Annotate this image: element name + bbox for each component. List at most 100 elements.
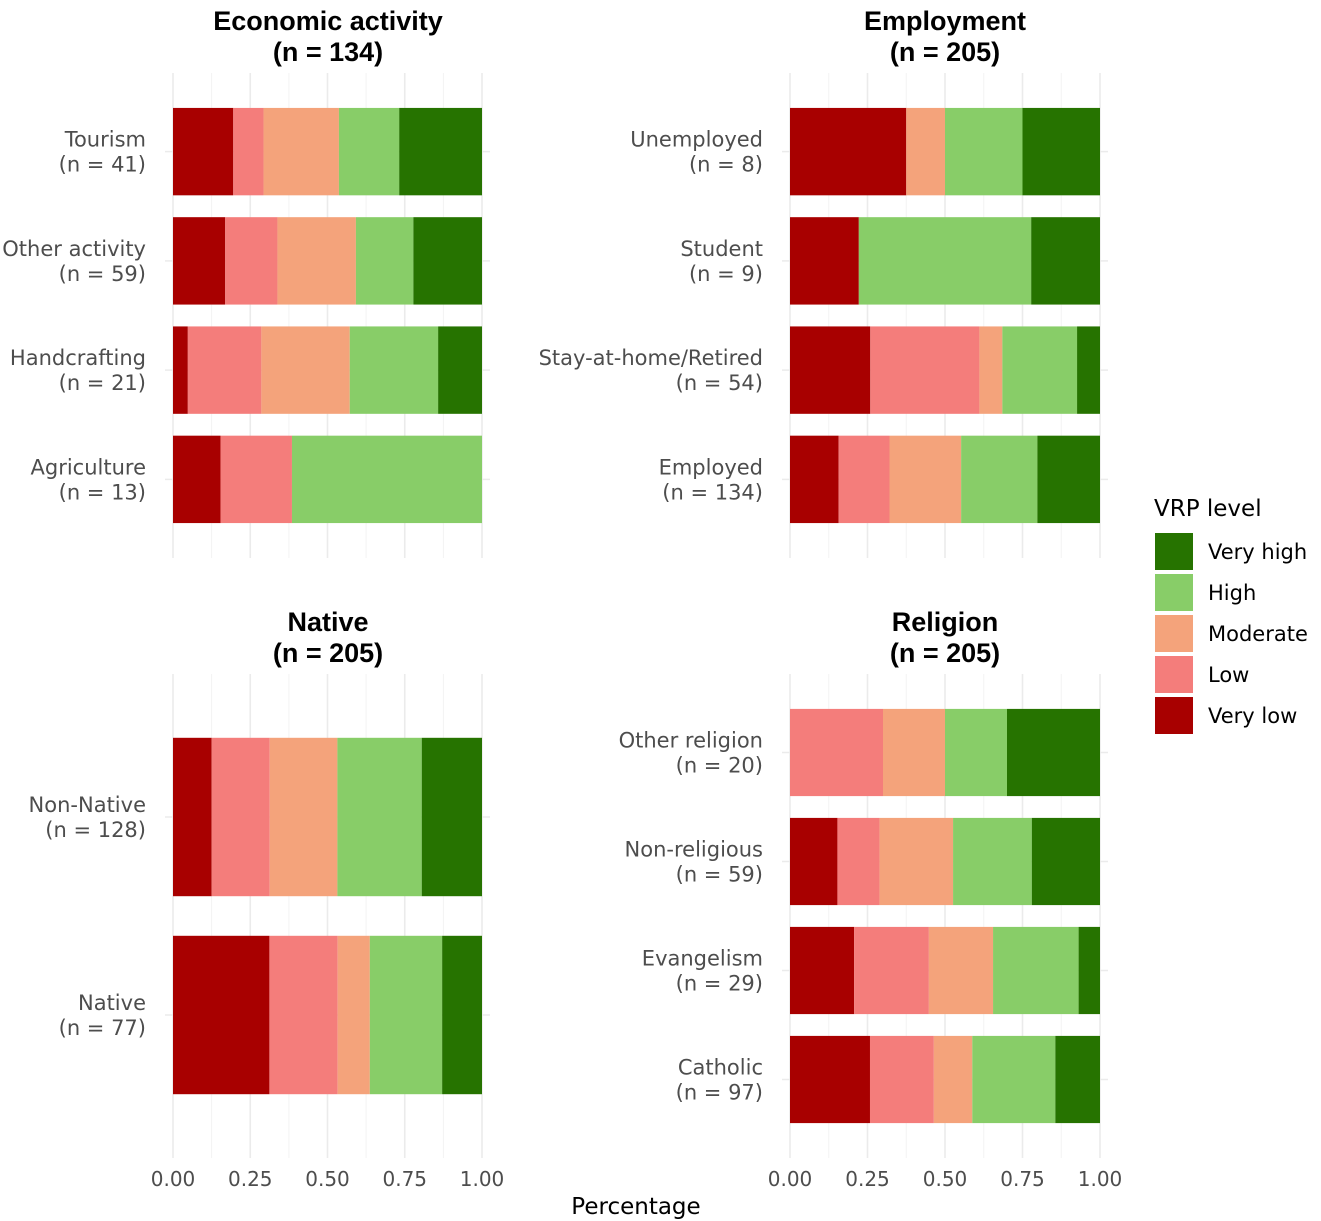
bar-segment-low xyxy=(869,1035,934,1124)
bar-segment-very-high xyxy=(1037,435,1100,524)
bar-segment-low xyxy=(269,935,338,1095)
category-label: Other activity xyxy=(2,237,146,261)
bar-segment-very-high xyxy=(421,737,482,897)
bar-segment-moderate xyxy=(277,217,356,305)
category-count-label: (n = 128) xyxy=(45,818,146,842)
bar-segment-high xyxy=(349,326,439,414)
bar-segment-very-high xyxy=(1031,217,1100,305)
bar-segment-low xyxy=(837,817,880,906)
bar-segment-high xyxy=(972,1035,1056,1124)
bar-segment-low xyxy=(233,107,264,196)
bar-segment-moderate xyxy=(889,435,962,524)
legend-swatch xyxy=(1155,533,1193,570)
bar-row xyxy=(790,708,1100,797)
category-count-label: (n = 59) xyxy=(676,863,763,887)
bar-segment-very-low xyxy=(790,1035,870,1124)
category-label: Tourism xyxy=(64,128,146,152)
category-label: Native xyxy=(78,991,146,1015)
bar-segment-high xyxy=(945,708,1007,797)
bar-segment-high xyxy=(858,217,1032,305)
category-count-label: (n = 9) xyxy=(689,262,763,286)
bar-segment-moderate xyxy=(337,935,370,1095)
bar-segment-low xyxy=(225,217,278,305)
legend-label: Moderate xyxy=(1208,622,1308,646)
bar-segment-very-high xyxy=(1022,107,1100,196)
legend-label: Very low xyxy=(1208,704,1297,728)
bar-segment-very-high xyxy=(1055,1035,1100,1124)
x-tick-label: 1.00 xyxy=(1078,1167,1123,1191)
bar-segment-very-high xyxy=(399,107,482,196)
bar-segment-very-low xyxy=(790,435,839,524)
category-label: Unemployed xyxy=(630,128,763,152)
bar-segment-low xyxy=(838,435,890,524)
bar-segment-very-low xyxy=(173,935,270,1095)
bar-segment-high xyxy=(355,217,414,305)
bar-segment-low xyxy=(187,326,262,414)
x-tick-label: 1.00 xyxy=(460,1167,505,1191)
bar-row xyxy=(790,326,1100,414)
bar-segment-moderate xyxy=(261,326,350,414)
legend-swatch xyxy=(1155,574,1193,611)
bar-segment-high xyxy=(1002,326,1078,414)
legend: VRP level Very high High Moderate Low Very l… xyxy=(1154,496,1308,734)
bar-segment-high xyxy=(961,435,1038,524)
category-count-label: (n = 13) xyxy=(59,480,146,504)
panel-subtitle: (n = 205) xyxy=(890,638,1000,668)
x-tick-label: 0.50 xyxy=(305,1167,350,1191)
category-label: Stay-at-home/Retired xyxy=(539,346,763,370)
bar-segment-very-low xyxy=(790,326,871,414)
bar-segment-low xyxy=(790,708,883,797)
bar-row xyxy=(790,817,1100,906)
bar-row xyxy=(790,926,1100,1015)
legend-swatch xyxy=(1155,615,1193,652)
bar-segment-high xyxy=(337,737,422,897)
bar-segment-very-high xyxy=(442,935,482,1095)
bar-segment-high xyxy=(338,107,400,196)
x-tick-label: 0.25 xyxy=(845,1167,890,1191)
category-label: Employed xyxy=(659,455,763,479)
bar-segment-moderate xyxy=(879,817,954,906)
bar-segment-very-high xyxy=(413,217,482,305)
category-count-label: (n = 20) xyxy=(676,754,763,778)
bar-row xyxy=(790,217,1100,305)
bar-segment-very-low xyxy=(173,326,188,414)
bar-segment-very-high xyxy=(1077,326,1100,414)
legend-label: High xyxy=(1208,581,1256,605)
category-count-label: (n = 54) xyxy=(676,371,763,395)
category-label: Evangelism xyxy=(642,947,763,971)
bar-segment-very-low xyxy=(790,217,859,305)
bar-segment-very-low xyxy=(173,217,226,305)
bar-segment-very-low xyxy=(173,107,234,196)
bar-row xyxy=(173,737,482,897)
panel-title: Employment xyxy=(864,6,1026,36)
x-tick-label: 0.50 xyxy=(923,1167,968,1191)
legend-swatch xyxy=(1155,697,1193,734)
category-count-label: (n = 59) xyxy=(59,262,146,286)
bar-segment-very-low xyxy=(790,107,907,196)
x-axis-label: Percentage xyxy=(571,1194,700,1220)
category-label: Handcrafting xyxy=(10,346,146,370)
bar-segment-very-high xyxy=(438,326,482,414)
x-tick-label: 0.75 xyxy=(382,1167,427,1191)
bar-segment-high xyxy=(953,817,1032,906)
bar-segment-moderate xyxy=(269,737,338,897)
bar-segment-high xyxy=(291,435,482,524)
bar-segment-moderate xyxy=(979,326,1003,414)
panel-subtitle: (n = 205) xyxy=(890,37,1000,67)
category-label: Non-Native xyxy=(29,793,146,817)
legend-label: Low xyxy=(1208,663,1249,687)
category-count-label: (n = 21) xyxy=(59,371,146,395)
panel-title: Economic activity xyxy=(213,6,443,36)
bar-segment-high xyxy=(993,926,1079,1015)
bar-segment-low xyxy=(220,435,292,524)
bar-row xyxy=(173,107,482,196)
legend-title: VRP level xyxy=(1154,496,1262,522)
x-tick-label: 0.25 xyxy=(228,1167,273,1191)
bar-row xyxy=(790,1035,1100,1124)
bar-row xyxy=(790,107,1100,196)
bar-segment-very-low xyxy=(790,817,838,906)
bar-segment-very-high xyxy=(1078,926,1100,1015)
panel-1: Economic activity(n = 134) Tourism(n = 41… xyxy=(2,6,490,558)
category-count-label: (n = 29) xyxy=(676,972,763,996)
